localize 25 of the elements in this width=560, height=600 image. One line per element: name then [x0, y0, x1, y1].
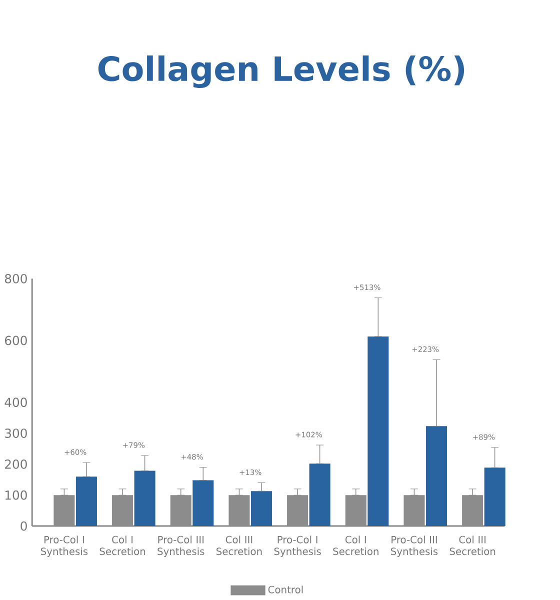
bar: [250, 491, 272, 526]
x-tick-label: Col I Secretion: [333, 536, 378, 556]
bar: [426, 426, 447, 526]
x-tick-label: Pro-Col I Synthesis: [274, 536, 321, 558]
x-tick-label: Col III Secretion: [216, 536, 262, 556]
bar: [192, 480, 214, 526]
bar: [368, 336, 389, 526]
x-tick-label: Col III Secretion: [450, 536, 496, 556]
x-tick-label: Pro-Col I Synthesis: [40, 536, 88, 558]
y-tick-label: 400: [4, 398, 27, 408]
bar: [134, 470, 156, 526]
y-tick-label: 0: [20, 521, 27, 531]
bar: [484, 468, 506, 526]
y-tick-label: 200: [4, 460, 27, 469]
x-tick-label: Pro-Col III Synthesis: [158, 536, 204, 558]
y-tick-label: 300: [4, 428, 27, 438]
bar: [309, 464, 330, 526]
chart-title: Collagen Levels (%): [98, 55, 464, 88]
bar: [76, 476, 97, 526]
legend-label: Control: [268, 586, 303, 594]
x-tick-label: Col I Secretion: [100, 536, 145, 556]
y-tick-label: 800: [4, 274, 27, 284]
y-tick-label: 100: [5, 490, 27, 500]
y-tick-label: 600: [4, 336, 27, 346]
x-tick-label: Pro-Col III Synthesis: [390, 536, 438, 558]
